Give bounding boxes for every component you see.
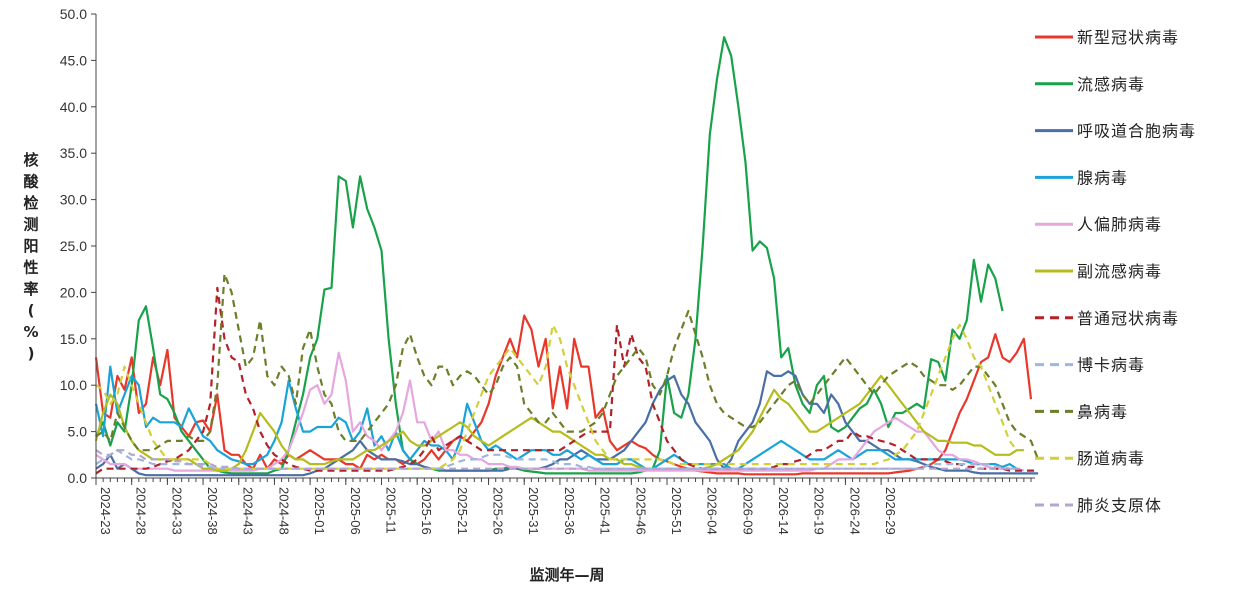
legend-label: 肠道病毒	[1077, 449, 1145, 468]
x-tick-label: 2024-43	[241, 487, 256, 535]
legend-label: 博卡病毒	[1077, 356, 1145, 375]
series-line-10	[95, 449, 1024, 470]
x-tick-label: 2025-46	[633, 487, 648, 535]
x-tick-label: 2026-14	[776, 487, 791, 535]
y-tick-label: 20.0	[60, 284, 87, 300]
y-tick-label: 45.0	[60, 52, 87, 68]
x-tick-label: 2025-01	[312, 487, 327, 535]
x-tick-label: 2026-09	[740, 487, 755, 535]
legend-label: 腺病毒	[1077, 168, 1128, 187]
y-tick-label: 30.0	[60, 192, 87, 208]
x-tick-label: 2024-33	[169, 487, 184, 535]
x-tick-label: 2026-04	[705, 487, 720, 535]
y-tick-label: 5.0	[68, 424, 88, 440]
y-axis-title: 核酸检测阳性率(%)	[23, 151, 39, 363]
legend-label: 副流感病毒	[1077, 262, 1162, 281]
legend-label: 鼻病毒	[1077, 402, 1128, 421]
x-tick-label: 2025-16	[419, 487, 434, 535]
x-tick-label: 2024-28	[134, 487, 149, 535]
y-tick-label: 0.0	[68, 470, 88, 486]
y-tick-label: 50.0	[60, 6, 87, 22]
x-tick-label: 2024-48	[276, 487, 291, 535]
y-tick-label: 40.0	[60, 99, 87, 115]
x-tick-label: 2025-21	[455, 487, 470, 535]
legend-label: 肺炎支原体	[1077, 496, 1162, 515]
series-line-5	[94, 374, 1024, 472]
legend-label: 呼吸道合胞病毒	[1077, 122, 1196, 141]
x-tick-label: 2024-23	[98, 487, 113, 535]
x-tick-label: 2025-41	[598, 487, 613, 535]
x-tick-label: 2026-24	[847, 487, 862, 535]
x-tick-label: 2026-19	[812, 487, 827, 535]
y-tick-label: 10.0	[60, 377, 87, 393]
series-line-3	[94, 365, 1018, 470]
legend-label: 人偏肺病毒	[1077, 215, 1162, 234]
x-tick-label: 2025-11	[383, 487, 398, 534]
x-axis-title: 监测年—周	[529, 566, 604, 584]
x-tick-label: 2025-31	[526, 487, 541, 535]
x-tick-label: 2025-51	[669, 487, 684, 535]
y-tick-label: 15.0	[60, 331, 87, 347]
legend-label: 新型冠状病毒	[1077, 28, 1179, 47]
x-tick-label: 2025-06	[348, 487, 363, 535]
x-tick-label: 2024-38	[205, 487, 220, 535]
series-line-8	[95, 272, 1040, 460]
legend-label: 普通冠状病毒	[1077, 309, 1179, 328]
x-tick-label: 2025-26	[491, 487, 506, 535]
x-tick-label: 2026-29	[883, 487, 898, 535]
legend-label: 流感病毒	[1077, 75, 1145, 94]
series-line-1	[95, 36, 1004, 475]
x-tick-label: 2025-36	[562, 487, 577, 535]
y-tick-label: 25.0	[60, 238, 87, 254]
series-line-6	[95, 286, 1039, 475]
y-tick-label: 35.0	[60, 145, 87, 161]
